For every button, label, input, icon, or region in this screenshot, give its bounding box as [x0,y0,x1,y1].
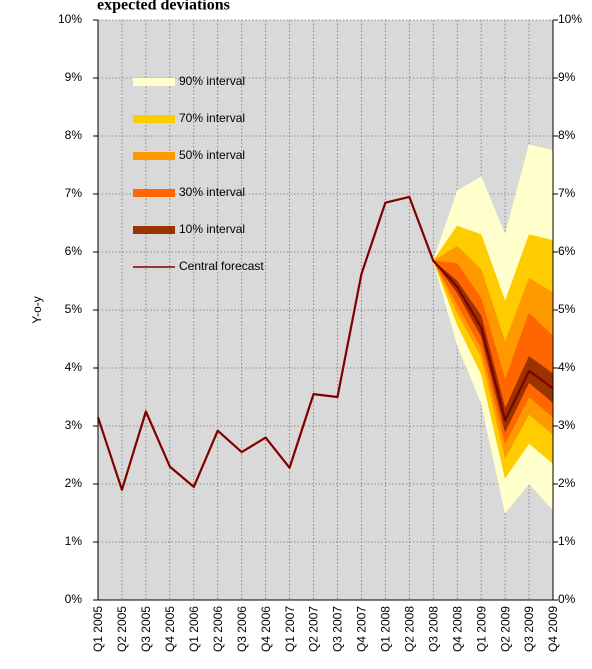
x-tick-label: Q1 2006 [187,606,201,652]
x-tick-label: Q2 2008 [402,606,416,652]
x-tick-label: Q3 2008 [426,606,440,652]
y2-tick-label: 9% [558,70,576,84]
y2-tick-label: 1% [558,534,576,548]
x-tick-label: Q3 2009 [522,606,536,652]
y2-tick-label: 7% [558,186,576,200]
x-tick-label: Q1 2007 [283,606,297,652]
legend-label: Central forecast [179,259,264,273]
x-tick-label: Q1 2009 [474,606,488,652]
x-tick-label: Q2 2005 [115,606,129,652]
y2-tick-label: 5% [558,302,576,316]
x-tick-label: Q4 2007 [355,606,369,652]
legend-label: 70% interval [179,111,245,125]
legend-label: 90% interval [179,74,245,88]
y-tick-label: 0% [65,592,83,606]
x-tick-label: Q4 2008 [450,606,464,652]
y2-tick-label: 3% [558,418,576,432]
y-tick-label: 7% [65,186,83,200]
y-tick-label: 4% [65,360,83,374]
central-line [96,195,554,491]
x-tick-label: Q2 2009 [498,606,512,652]
legend-label: 30% interval [179,185,245,199]
y-tick-label: 5% [65,302,83,316]
legend-label: 10% interval [179,222,245,236]
legend-swatch [133,78,175,86]
legend-label: 50% interval [179,148,245,162]
legend-swatch [133,189,175,197]
x-tick-label: Q4 2009 [546,606,560,652]
y-axis-label: Y-o-y [30,296,44,324]
y2-tick-label: 8% [558,128,576,142]
y2-tick-label: 2% [558,476,576,490]
y2-tick-label: 4% [558,360,576,374]
y-tick-label: 6% [65,244,83,258]
y-tick-label: 2% [65,476,83,490]
legend-swatch [133,226,175,234]
y2-tick-label: 6% [558,244,576,258]
y2-tick-label: 10% [558,12,582,26]
x-tick-label: Q2 2007 [307,606,321,652]
chart-title: expected deviations [97,0,230,14]
y-tick-label: 8% [65,128,83,142]
x-tick-label: Q3 2007 [331,606,345,652]
x-tick-label: Q4 2006 [259,606,273,652]
x-tick-label: Q1 2005 [91,606,105,652]
legend-swatch [133,152,175,160]
y-tick-label: 9% [65,70,83,84]
y-tick-label: 1% [65,534,83,548]
y2-tick-label: 0% [558,592,576,606]
x-tick-label: Q3 2005 [139,606,153,652]
x-tick-label: Q4 2005 [163,606,177,652]
x-tick-label: Q2 2006 [211,606,225,652]
legend-swatch [133,115,175,123]
x-tick-label: Q1 2008 [379,606,393,652]
y-tick-label: 10% [58,12,82,26]
y-tick-label: 3% [65,418,83,432]
x-tick-label: Q3 2006 [235,606,249,652]
